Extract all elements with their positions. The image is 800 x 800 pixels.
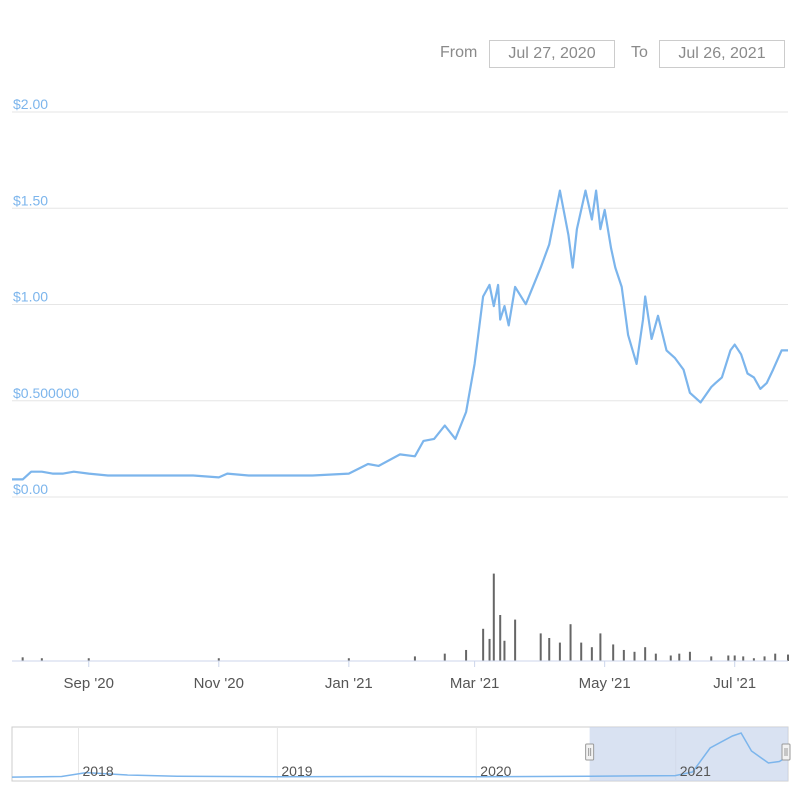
volume-bar	[764, 656, 766, 661]
navigator-left-handle[interactable]	[586, 744, 594, 760]
volume-bar	[734, 655, 736, 661]
volume-bar	[414, 656, 416, 661]
volume-bar	[591, 647, 593, 661]
volume-bar	[540, 633, 542, 661]
volume-bar	[612, 644, 614, 661]
y-grid	[12, 112, 788, 497]
volume-bar	[559, 643, 561, 661]
navigator-right-handle[interactable]	[782, 744, 790, 760]
volume-bars	[22, 574, 789, 661]
volume-bar	[787, 655, 789, 661]
x-tick-label: Jan '21	[325, 675, 373, 692]
volume-bar	[710, 656, 712, 661]
y-tick-label: $1.00	[13, 289, 48, 305]
volume-bar	[22, 657, 24, 661]
navigator-year-label: 2019	[281, 763, 312, 779]
volume-bar	[634, 652, 636, 661]
volume-bar	[644, 647, 646, 661]
volume-bar	[727, 655, 729, 661]
y-tick-label: $0.00	[13, 481, 48, 497]
volume-bar	[499, 615, 501, 661]
volume-bar	[503, 641, 505, 661]
y-tick-label: $0.500000	[13, 385, 79, 401]
volume-bar	[689, 652, 691, 661]
x-tick-label: Sep '20	[64, 675, 114, 692]
navigator-year-label: 2020	[480, 763, 511, 779]
x-tick-label: Nov '20	[194, 675, 244, 692]
y-tick-label: $2.00	[13, 96, 48, 112]
volume-bar	[444, 654, 446, 661]
navigator-year-label: 2021	[680, 763, 711, 779]
volume-bar	[599, 633, 601, 661]
volume-bar	[623, 650, 625, 661]
navigator-year-label: 2018	[82, 763, 113, 779]
volume-bar	[548, 638, 550, 661]
volume-bar	[482, 629, 484, 661]
volume-bar	[493, 574, 495, 661]
volume-bar	[570, 624, 572, 661]
volume-bar	[489, 639, 491, 661]
volume-bar	[580, 643, 582, 661]
volume-bar	[670, 655, 672, 661]
y-tick-label: $1.50	[13, 192, 48, 208]
x-axis-labels: Sep '20 Nov '20 Jan '21 Mar '21 May '21 Jul '…	[64, 661, 757, 692]
volume-bar	[514, 620, 516, 661]
volume-bar	[655, 654, 657, 661]
navigator[interactable]: 2018 2019 2020 2021	[12, 727, 790, 781]
volume-bar	[774, 654, 776, 661]
x-tick-label: Jul '21	[713, 675, 756, 692]
volume-bar	[465, 650, 467, 661]
y-axis-labels: $0.00 $0.500000 $1.00 $1.50 $2.00	[13, 96, 79, 497]
x-tick-label: May '21	[579, 675, 631, 692]
volume-bar	[742, 656, 744, 661]
price-line	[12, 191, 788, 480]
volume-bar	[678, 654, 680, 661]
x-tick-label: Mar '21	[450, 675, 500, 692]
